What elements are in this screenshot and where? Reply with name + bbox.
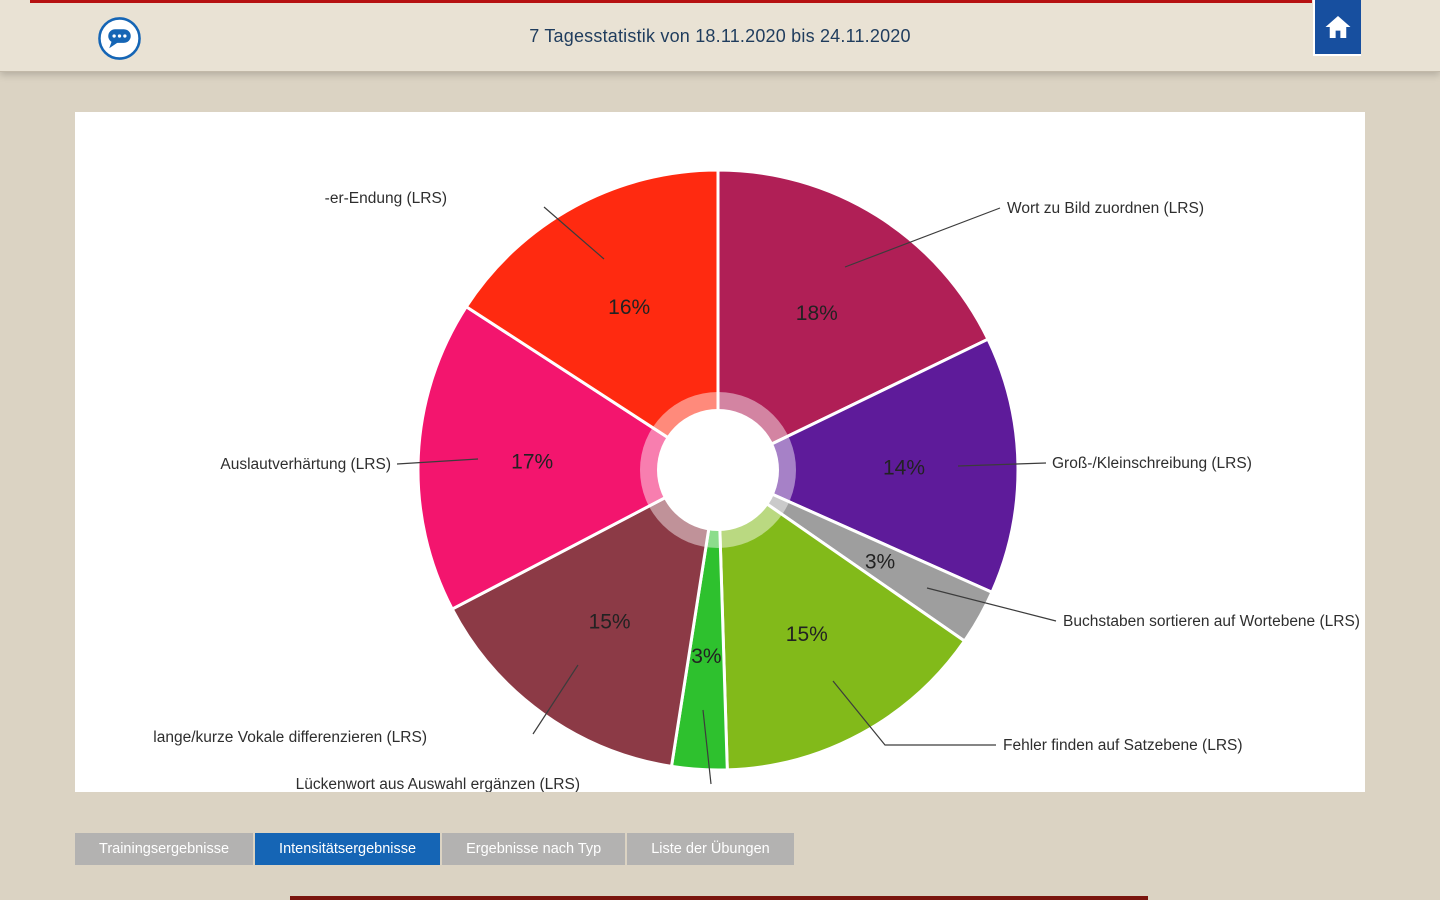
bottom-accent-line [290, 896, 1148, 900]
pie-slice-1[interactable] [716, 337, 1020, 594]
pie-slice-3[interactable] [716, 468, 966, 772]
leader-line-0 [844, 207, 1001, 268]
pie-value-label-4: 3% [691, 645, 721, 668]
slice-category-label-3: Fehler finden auf Satzebene (LRS) [1003, 737, 1243, 754]
slice-category-label-6: Auslautverhärtung (LRS) [220, 456, 391, 473]
pie-chart: 18% 14% 3% 15% 3% 15% 17% 16% Wort zu Bild zuord… [153, 168, 1360, 792]
tab-ergebnisse-nach-typ[interactable]: Ergebnisse nach Typ [442, 833, 626, 865]
page-title: 7 Tagesstatistik von 18.11.2020 bis 24.1… [529, 26, 911, 46]
pie-slice-5[interactable] [450, 468, 720, 768]
home-button[interactable] [1313, 0, 1361, 56]
top-accent-line [30, 0, 1312, 3]
leader-line-3 [832, 680, 996, 746]
tab-bar: Trainingsergebnisse Intensitätsergebnisse… [75, 833, 794, 865]
leader-line-7 [543, 206, 605, 260]
home-icon [1325, 16, 1351, 38]
pie-value-label-5: 15% [589, 611, 631, 634]
pie-value-label-0: 18% [796, 302, 838, 325]
pie-slice-6[interactable] [416, 305, 720, 611]
tab-liste-der-uebungen[interactable]: Liste der Übungen [627, 833, 794, 865]
leader-line-4 [702, 709, 712, 785]
pie-value-label-2: 3% [865, 551, 895, 574]
chart-panel: 18% 14% 3% 15% 3% 15% 17% 16% Wort zu Bild zuord… [75, 112, 1365, 792]
pie-value-label-6: 17% [511, 451, 553, 474]
leader-line-2 [926, 587, 1057, 622]
tab-intensitaetsergebnisse[interactable]: Intensitätsergebnisse [255, 833, 441, 865]
leader-line-1 [957, 462, 1047, 467]
header-bar: 7 Tagesstatistik von 18.11.2020 bis 24.1… [0, 0, 1440, 72]
leader-line-6 [396, 458, 479, 465]
chat-bubble-icon [98, 17, 141, 60]
pie-slice-0[interactable] [716, 168, 990, 472]
slice-category-label-1: Groß-/Kleinschreibung (LRS) [1052, 455, 1252, 472]
slice-category-label-7: -er-Endung (LRS) [325, 190, 447, 207]
slice-category-label-4: Lückenwort aus Auswahl ergänzen (LRS) [296, 776, 580, 792]
pie-value-label-3: 15% [786, 623, 828, 646]
pie-value-label-7: 16% [608, 296, 650, 319]
leader-line-5 [532, 664, 579, 735]
slice-category-label-2: Buchstaben sortieren auf Wortebene (LRS) [1063, 613, 1360, 630]
pie-value-label-1: 14% [883, 456, 925, 479]
chat-button[interactable] [97, 16, 142, 61]
donut-hole [657, 409, 779, 531]
pie-slice-7[interactable] [464, 168, 720, 472]
slice-category-label-5: lange/kurze Vokale differenzieren (LRS) [153, 729, 427, 746]
slice-category-label-0: Wort zu Bild zuordnen (LRS) [1007, 200, 1204, 217]
tab-trainingsergebnisse[interactable]: Trainingsergebnisse [75, 833, 254, 865]
